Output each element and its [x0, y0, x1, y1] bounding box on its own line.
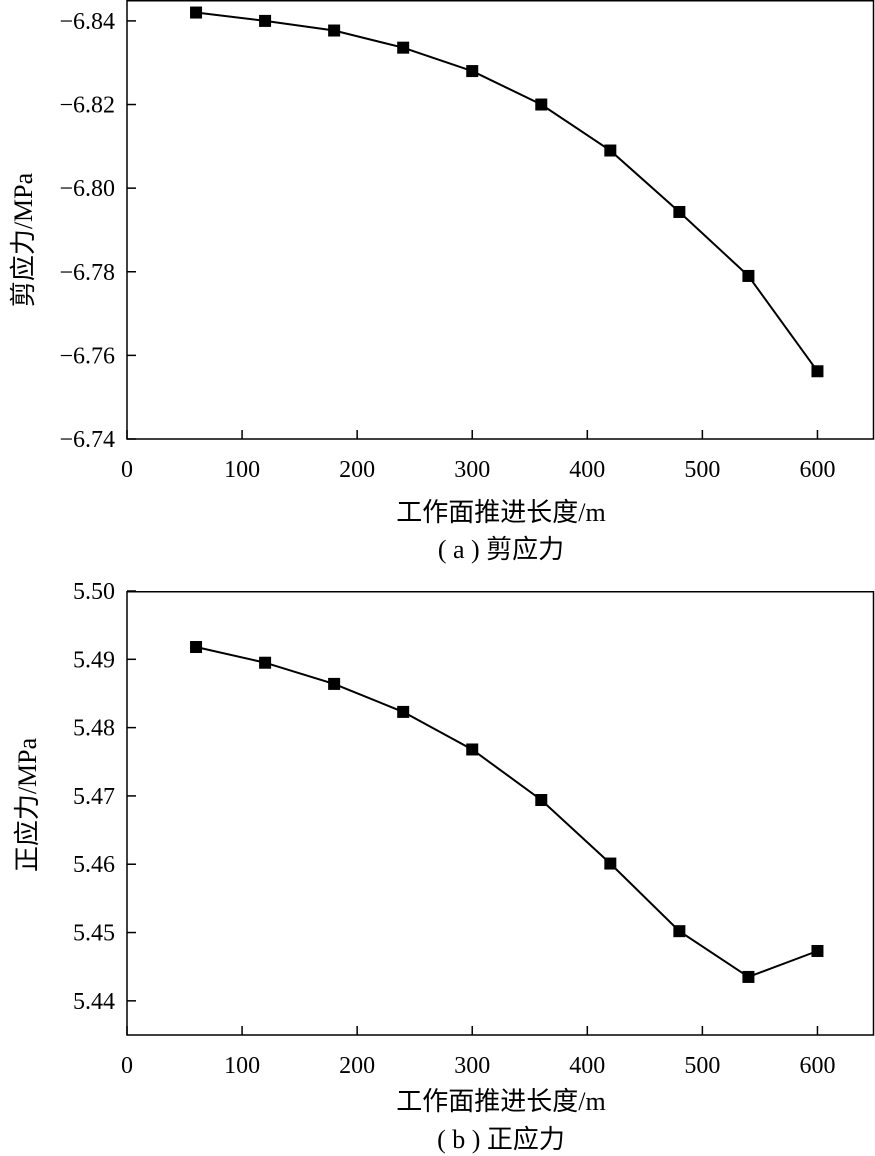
normal-stress-chart: 0 100 200 300 400 500 600 5.44 5.45 5.46 5.47 5.48 5…: [13, 579, 875, 1154]
normal-caption: ( b ) 正应力: [437, 1125, 565, 1154]
normal-x-tick-label: 400: [569, 1053, 605, 1079]
shear-plot-frame: [126, 0, 875, 440]
shear-y-tick-label: −6.80: [59, 176, 115, 202]
shear-data-point: [742, 269, 755, 282]
normal-plot-frame: [126, 591, 875, 1036]
normal-y-tick-label: 5.50: [73, 579, 115, 605]
normal-data-point: [673, 925, 686, 938]
normal-x-axis-title: 工作面推进长度/m: [396, 1087, 605, 1116]
shear-x-tick-label: 600: [799, 457, 835, 483]
shear-y-tick-label: −6.78: [59, 260, 115, 286]
normal-y-tick-label: 5.47: [73, 784, 115, 810]
shear-data-point: [397, 41, 410, 54]
shear-data-point: [604, 144, 617, 157]
shear-y-tick-label: −6.74: [59, 427, 115, 453]
normal-x-tick-label: 100: [224, 1053, 260, 1079]
shear-y-tick-label: −6.76: [59, 343, 115, 369]
normal-data-point: [259, 656, 272, 669]
normal-y-tick-label: 5.46: [73, 852, 115, 878]
normal-data-point: [604, 857, 617, 870]
shear-data-point: [328, 24, 341, 37]
shear-data-point: [673, 205, 686, 218]
normal-y-axis-title: 正应力/MPa: [13, 737, 42, 872]
normal-data-point: [535, 794, 548, 807]
shear-caption: ( a ) 剪应力: [438, 535, 564, 564]
shear-x-axis-title: 工作面推进长度/m: [396, 498, 605, 527]
shear-data-point: [466, 65, 479, 78]
normal-x-tick-label: 0: [121, 1053, 133, 1079]
shear-y-tick-label: −6.84: [59, 9, 115, 35]
shear-y-tick-label: −6.82: [59, 93, 115, 119]
normal-x-tick-label: 600: [799, 1053, 835, 1079]
normal-x-tick-label: 500: [684, 1053, 720, 1079]
shear-data-point: [190, 6, 203, 19]
normal-data-point: [811, 944, 824, 957]
shear-x-tick-label: 100: [224, 457, 260, 483]
shear-x-tick-label: 300: [454, 457, 490, 483]
shear-data-point: [535, 98, 548, 111]
shear-series-line: [195, 11, 819, 372]
normal-data-point: [742, 970, 755, 983]
normal-y-tick-label: 5.49: [73, 647, 115, 673]
normal-x-tick-label: 300: [454, 1053, 490, 1079]
normal-data-point: [466, 743, 479, 756]
shear-stress-chart: 0 100 200 300 400 500 600 −6.84 −6.82 −6.80 −6.78 −…: [9, 0, 875, 564]
normal-data-point: [190, 641, 203, 654]
normal-x-tick-label: 200: [339, 1053, 375, 1079]
shear-data-point: [259, 14, 272, 27]
shear-x-tick-label: 200: [339, 457, 375, 483]
shear-x-tick-label: 500: [684, 457, 720, 483]
normal-data-point: [397, 705, 410, 718]
normal-series-line: [195, 646, 818, 979]
normal-y-tick-label: 5.45: [73, 921, 115, 947]
normal-y-tick-label: 5.48: [73, 716, 115, 742]
normal-data-point: [328, 677, 341, 690]
shear-data-point: [811, 365, 824, 378]
shear-x-tick-label: 400: [569, 457, 605, 483]
shear-x-tick-label: 0: [121, 457, 133, 483]
normal-y-tick-label: 5.44: [73, 989, 115, 1015]
shear-y-axis-title: 剪应力/MPa: [9, 172, 38, 307]
